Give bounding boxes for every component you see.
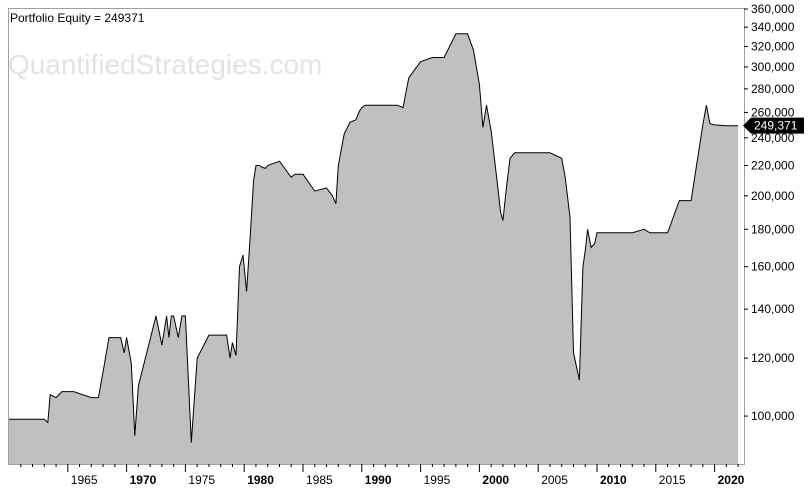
x-axis: 1965 1970 1975 1980 1985 1990 1995 2000 2005 2010… (20, 464, 745, 487)
y-tick-label: 100,000 (751, 409, 795, 423)
x-tick-label: 1995 (424, 473, 451, 487)
y-tick-label: 280,000 (751, 82, 795, 96)
y-axis: 100,000 120,000 140,000 160,000 180,000 200,0… (744, 2, 795, 423)
equity-area-layer (9, 33, 739, 465)
x-tick-label: 2000 (482, 473, 509, 487)
y-tick-label: 120,000 (751, 351, 795, 365)
equity-area (9, 33, 739, 465)
y-tick-label: 300,000 (751, 60, 795, 74)
y-tick-label: 220,000 (751, 159, 795, 173)
x-tick-label: 1990 (365, 473, 392, 487)
x-tick-label: 2005 (541, 473, 568, 487)
x-tick-label: 1985 (306, 473, 333, 487)
x-tick-label: 2010 (600, 473, 627, 487)
x-tick-label: 1975 (188, 473, 215, 487)
y-tick-label: 320,000 (751, 39, 795, 53)
y-tick-label: 160,000 (751, 260, 795, 274)
y-tick-label: 140,000 (751, 302, 795, 316)
last-value-marker: 249,371 (743, 117, 804, 134)
y-tick-label: 180,000 (751, 222, 795, 236)
last-value-label: 249,371 (754, 119, 798, 133)
watermark-text: QuantifiedStrategies.com (8, 49, 322, 80)
y-tick-label: 360,000 (751, 2, 795, 16)
last-value-badge (743, 117, 804, 134)
equity-line (9, 33, 739, 443)
x-tick-label: 1980 (247, 473, 274, 487)
chart-title: Portfolio Equity = 249371 (10, 11, 145, 25)
x-tick-label: 1970 (130, 473, 157, 487)
y-tick-label: 240,000 (751, 131, 795, 145)
y-tick-label: 340,000 (751, 20, 795, 34)
x-tick-label: 2015 (659, 473, 686, 487)
x-tick-label: 1965 (71, 473, 98, 487)
y-tick-label: 260,000 (751, 105, 795, 119)
x-tick-label: 2020 (718, 473, 745, 487)
y-tick-label: 200,000 (751, 189, 795, 203)
